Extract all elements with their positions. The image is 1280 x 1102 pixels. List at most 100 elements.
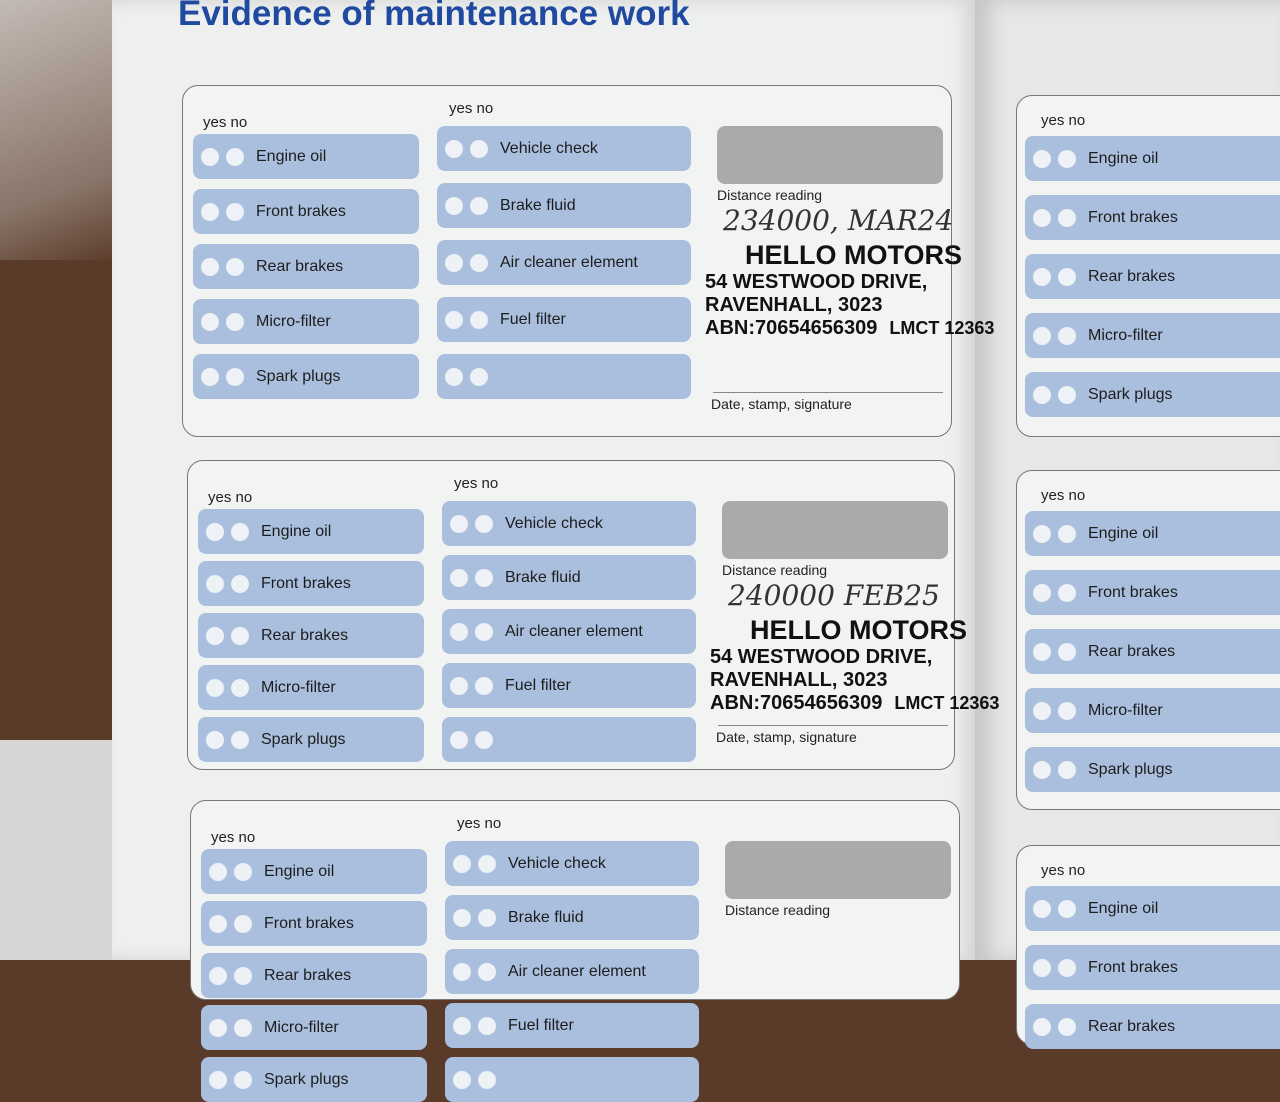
service-item[interactable]: Spark plugs	[193, 354, 419, 399]
checkbox-yes[interactable]	[209, 914, 227, 933]
checkbox-yes[interactable]	[1033, 524, 1051, 543]
checkbox-no[interactable]	[234, 966, 252, 985]
checkbox-yes[interactable]	[450, 730, 468, 749]
checkbox-yes[interactable]	[1033, 642, 1051, 661]
checkbox-no[interactable]	[1058, 760, 1076, 779]
checkbox-yes[interactable]	[206, 522, 224, 541]
service-item[interactable]: Air cleaner element	[437, 240, 691, 285]
checkbox-no[interactable]	[231, 730, 249, 749]
checkbox-no[interactable]	[478, 908, 496, 927]
service-item[interactable]: Brake fluid	[442, 555, 696, 600]
checkbox-no[interactable]	[475, 730, 493, 749]
service-item[interactable]: Fuel filter	[445, 1003, 699, 1048]
service-item[interactable]: Rear brakes	[198, 613, 424, 658]
service-item[interactable]: Air cleaner element	[442, 609, 696, 654]
service-item[interactable]: Engine oil	[193, 134, 419, 179]
service-item[interactable]: Spark plugs	[1025, 372, 1280, 417]
checkbox-no[interactable]	[478, 854, 496, 873]
checkbox-no[interactable]	[226, 147, 244, 166]
checkbox-yes[interactable]	[1033, 208, 1051, 227]
checkbox-no[interactable]	[1058, 385, 1076, 404]
service-item[interactable]: Rear brakes	[1025, 1004, 1280, 1049]
checkbox-yes[interactable]	[201, 367, 219, 386]
checkbox-no[interactable]	[1058, 326, 1076, 345]
checkbox-no[interactable]	[1058, 958, 1076, 977]
checkbox-yes[interactable]	[453, 962, 471, 981]
checkbox-yes[interactable]	[1033, 899, 1051, 918]
service-item[interactable]: Fuel filter	[442, 663, 696, 708]
service-item[interactable]: Air cleaner element	[445, 949, 699, 994]
checkbox-yes[interactable]	[445, 253, 463, 272]
checkbox-yes[interactable]	[450, 622, 468, 641]
checkbox-yes[interactable]	[445, 310, 463, 329]
checkbox-yes[interactable]	[1033, 267, 1051, 286]
checkbox-no[interactable]	[226, 312, 244, 331]
service-item[interactable]: Brake fluid	[445, 895, 699, 940]
service-item[interactable]: Engine oil	[1025, 886, 1280, 931]
checkbox-yes[interactable]	[450, 514, 468, 533]
checkbox-yes[interactable]	[445, 367, 463, 386]
checkbox-yes[interactable]	[201, 257, 219, 276]
service-item[interactable]: Rear brakes	[1025, 254, 1280, 299]
service-item[interactable]: Spark plugs	[198, 717, 424, 762]
checkbox-yes[interactable]	[453, 854, 471, 873]
checkbox-yes[interactable]	[201, 312, 219, 331]
checkbox-yes[interactable]	[209, 1070, 227, 1089]
checkbox-no[interactable]	[234, 914, 252, 933]
service-item[interactable]: Front brakes	[193, 189, 419, 234]
checkbox-no[interactable]	[1058, 642, 1076, 661]
service-item[interactable]: Engine oil	[201, 849, 427, 894]
checkbox-yes[interactable]	[445, 139, 463, 158]
checkbox-no[interactable]	[226, 202, 244, 221]
checkbox-yes[interactable]	[209, 862, 227, 881]
checkbox-no[interactable]	[475, 622, 493, 641]
service-item[interactable]: Front brakes	[1025, 195, 1280, 240]
checkbox-yes[interactable]	[1033, 583, 1051, 602]
service-item[interactable]: Front brakes	[198, 561, 424, 606]
service-item[interactable]	[445, 1057, 699, 1102]
checkbox-no[interactable]	[1058, 149, 1076, 168]
service-item[interactable]: Fuel filter	[437, 297, 691, 342]
service-item[interactable]: Micro-filter	[201, 1005, 427, 1050]
checkbox-yes[interactable]	[209, 1018, 227, 1037]
checkbox-yes[interactable]	[453, 1016, 471, 1035]
service-item[interactable]: Spark plugs	[201, 1057, 427, 1102]
checkbox-yes[interactable]	[1033, 326, 1051, 345]
checkbox-no[interactable]	[1058, 524, 1076, 543]
service-item[interactable]: Rear brakes	[193, 244, 419, 289]
checkbox-no[interactable]	[1058, 208, 1076, 227]
checkbox-yes[interactable]	[445, 196, 463, 215]
checkbox-no[interactable]	[1058, 267, 1076, 286]
checkbox-no[interactable]	[470, 253, 488, 272]
service-item[interactable]	[442, 717, 696, 762]
checkbox-no[interactable]	[470, 196, 488, 215]
service-item[interactable]: Spark plugs	[1025, 747, 1280, 792]
checkbox-yes[interactable]	[450, 676, 468, 695]
checkbox-yes[interactable]	[1033, 385, 1051, 404]
checkbox-no[interactable]	[478, 1070, 496, 1089]
checkbox-no[interactable]	[234, 862, 252, 881]
checkbox-no[interactable]	[234, 1018, 252, 1037]
service-item[interactable]: Vehicle check	[445, 841, 699, 886]
service-item[interactable]: Rear brakes	[1025, 629, 1280, 674]
service-item[interactable]: Vehicle check	[442, 501, 696, 546]
checkbox-no[interactable]	[1058, 701, 1076, 720]
service-item[interactable]: Front brakes	[1025, 570, 1280, 615]
checkbox-yes[interactable]	[206, 730, 224, 749]
checkbox-yes[interactable]	[201, 202, 219, 221]
checkbox-no[interactable]	[478, 1016, 496, 1035]
checkbox-no[interactable]	[231, 574, 249, 593]
checkbox-no[interactable]	[475, 676, 493, 695]
checkbox-yes[interactable]	[206, 574, 224, 593]
service-item[interactable]: Micro-filter	[193, 299, 419, 344]
service-item[interactable]	[437, 354, 691, 399]
service-item[interactable]: Front brakes	[201, 901, 427, 946]
service-item[interactable]: Micro-filter	[198, 665, 424, 710]
service-item[interactable]: Front brakes	[1025, 945, 1280, 990]
checkbox-yes[interactable]	[1033, 760, 1051, 779]
checkbox-no[interactable]	[470, 367, 488, 386]
checkbox-no[interactable]	[1058, 899, 1076, 918]
checkbox-yes[interactable]	[453, 1070, 471, 1089]
checkbox-yes[interactable]	[201, 147, 219, 166]
checkbox-no[interactable]	[231, 522, 249, 541]
